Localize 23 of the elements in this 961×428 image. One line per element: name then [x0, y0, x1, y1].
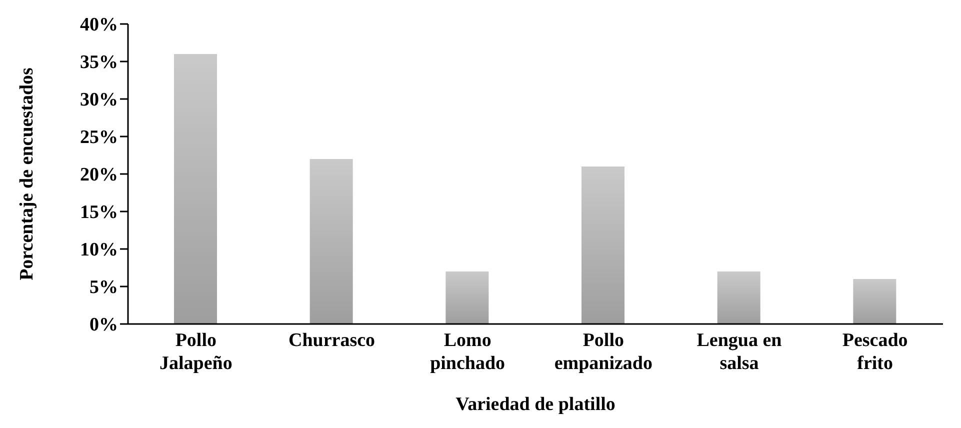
- bar: [853, 279, 896, 324]
- x-tick-label: Pollo Jalapeño: [159, 330, 232, 374]
- y-tick-label: 10%: [80, 240, 118, 261]
- bar: [446, 272, 489, 324]
- y-axis-title: Porcentaje de encuestados: [16, 68, 38, 280]
- bar: [310, 159, 353, 324]
- x-tick-label: Pescado frito: [842, 330, 908, 374]
- y-tick-label: 20%: [80, 164, 118, 186]
- y-tick-label: 5%: [90, 277, 118, 298]
- x-tick-label: Pollo empanizado: [554, 330, 653, 374]
- x-tick-label: Churrasco: [288, 330, 376, 351]
- y-tick-label: 25%: [80, 127, 118, 148]
- x-tick-label: Lengua en salsa: [696, 330, 782, 374]
- y-tick-label: 40%: [80, 14, 118, 36]
- bar: [582, 166, 624, 324]
- bar: [717, 272, 760, 324]
- y-tick-label: 15%: [80, 202, 118, 224]
- y-tick-label: 35%: [80, 52, 118, 74]
- bar: [174, 54, 217, 324]
- y-tick-label: 30%: [80, 90, 118, 111]
- y-tick-label: 0%: [90, 314, 118, 336]
- x-tick-label: Lomo pinchado: [430, 330, 506, 374]
- x-axis-title: Variedad de platillo: [456, 394, 616, 415]
